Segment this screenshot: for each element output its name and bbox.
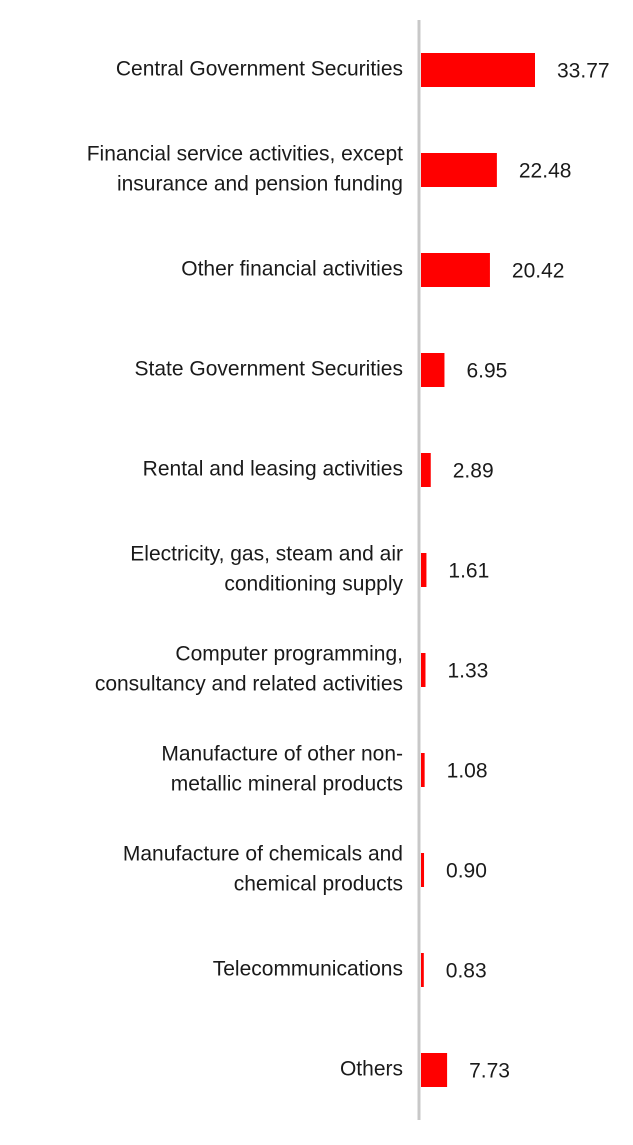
category-label: chemical products xyxy=(234,873,403,896)
bar xyxy=(421,1053,448,1087)
category-label: Others xyxy=(340,1058,403,1081)
category-label: Computer programming, xyxy=(175,643,403,666)
bar xyxy=(421,353,445,387)
value-label: 33.77 xyxy=(557,60,610,83)
category-label: conditioning supply xyxy=(224,573,403,596)
value-label: 2.89 xyxy=(453,460,494,483)
value-label: 22.48 xyxy=(519,160,572,183)
bars-layer xyxy=(421,53,535,1087)
category-labels: Central Government Securities Financial s… xyxy=(87,58,404,1081)
bar xyxy=(421,953,424,987)
bar xyxy=(421,453,431,487)
bar xyxy=(421,853,425,887)
value-labels: 33.77 22.48 20.42 6.95 2.89 1.61 1.33 1.08 0.90 0… xyxy=(446,60,610,1083)
value-label: 1.33 xyxy=(447,660,488,683)
bar xyxy=(421,53,535,87)
bar xyxy=(421,653,426,687)
category-label: insurance and pension funding xyxy=(117,173,403,196)
value-label: 20.42 xyxy=(512,260,565,283)
bar xyxy=(421,253,490,287)
value-label: 1.08 xyxy=(447,760,488,783)
bar xyxy=(421,153,497,187)
category-label: Manufacture of chemicals and xyxy=(123,843,403,866)
value-label: 0.83 xyxy=(446,960,487,983)
value-label: 6.95 xyxy=(466,360,507,383)
category-label: Manufacture of other non- xyxy=(161,743,403,766)
category-label: Other financial activities xyxy=(181,258,403,281)
category-label: Rental and leasing activities xyxy=(143,458,403,481)
value-label: 1.61 xyxy=(448,560,489,583)
category-label: Telecommunications xyxy=(213,958,403,981)
category-label: Central Government Securities xyxy=(116,58,403,81)
category-label: State Government Securities xyxy=(135,358,403,381)
category-label: consultancy and related activities xyxy=(95,673,403,696)
bar xyxy=(421,753,425,787)
value-label: 7.73 xyxy=(469,1060,510,1083)
category-label: Financial service activities, except xyxy=(87,143,403,166)
bar xyxy=(421,553,427,587)
category-label: Electricity, gas, steam and air xyxy=(130,543,403,566)
value-label: 0.90 xyxy=(446,860,487,883)
category-label: metallic mineral products xyxy=(171,773,403,796)
